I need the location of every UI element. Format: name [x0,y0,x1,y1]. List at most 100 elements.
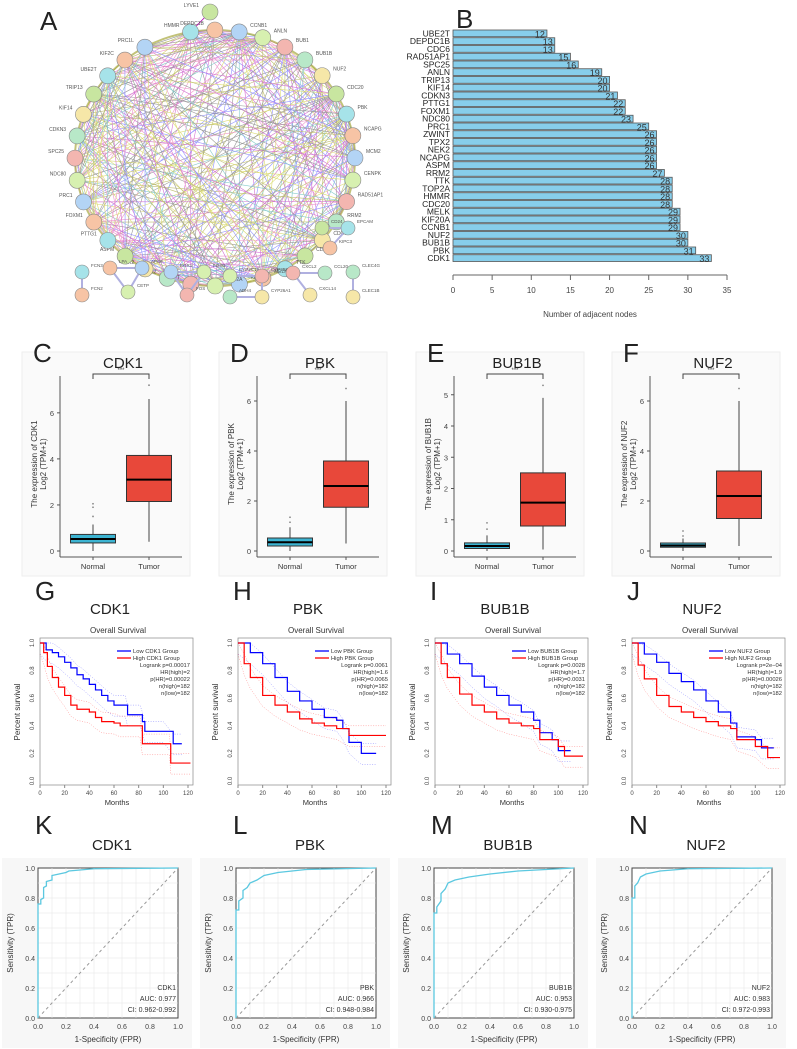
bar-category-label: NDC80 [422,114,450,124]
network-edge [76,135,323,241]
significance-label: *** [314,368,322,374]
node-circle [345,289,361,305]
y-tick-label: 0.2 [622,749,628,758]
network-edge [93,135,353,223]
stat-label: n(high)=182 [751,684,782,690]
network-edge [93,93,323,241]
stat-label: p(HR)=0.00022 [150,677,190,683]
legend-label: High PBK Group [331,656,374,662]
legend-label: Low NUF2 Group [725,649,770,655]
box [520,472,566,527]
network-edge [77,59,305,137]
bar-category-label: DEPDC1B [410,36,450,46]
bar [452,184,673,193]
network-edge [74,157,347,202]
bar [452,52,571,61]
chart-subtitle: Overall Survival [485,626,541,635]
node-label: TTK [296,260,306,266]
network-edge [74,75,108,159]
bar-value-label: 25 [637,122,647,132]
y-tick-label: 0 [247,547,251,556]
network-node: DEPDC1B [180,21,224,39]
survival-curve-low [40,642,182,745]
network-edge [125,255,286,270]
node-label: CLEC1B [362,288,380,293]
node-label: CDK1 [316,247,330,253]
x-tick-label: 0.4 [683,1024,693,1031]
network-edge [83,59,306,203]
survival-plot-bub1b: BUB1B Overall Survival 0.0 0.2 0.4 0.6 0.8 1.0 0… [408,601,589,807]
y-tick-label: 0.0 [30,776,36,785]
roc-annotation: PBK [360,985,374,992]
bar-value-label: 26 [645,138,655,148]
network-edge [107,75,216,287]
chart-title: BUB1B [492,355,541,372]
panel-letter: E [427,338,444,368]
bar-value-label: 20 [598,76,608,86]
node-circle [68,172,86,189]
x-tick-label: 0 [38,791,42,797]
bar-value-label: 16 [566,60,576,70]
node-circle [344,171,362,189]
x-tick-label: 15 [566,286,575,295]
node-label: KIF14 [59,105,73,111]
node-label: CYP2B6 [271,267,289,272]
x-tick-label: 100 [553,791,564,797]
chart-title: NUF2 [682,601,721,618]
y-tick-label: 0.0 [228,776,234,785]
node-circle [85,213,103,231]
network-edge [144,29,215,48]
network-edge [144,179,354,270]
network-edge [124,59,347,202]
confidence-band-upper [434,642,583,747]
survival-plot-cdk1: CDK1 Overall Survival 0.0 0.2 0.4 0.6 0.8 1.0 0 2… [13,601,194,807]
x-tick-label: 20 [259,791,266,797]
network-edge [83,114,306,257]
network-edge [93,93,353,181]
box [323,460,369,508]
y-tick-label: 6 [640,397,644,406]
bar [452,176,673,185]
network-edge [107,93,337,241]
y-axis-label: The expression of NUF2 [620,420,629,507]
y-tick-label: 0.4 [25,956,35,963]
network-edge [107,75,347,115]
roc-annotation: CI: 0.930-0.975 [524,1007,572,1014]
network-edge [107,240,264,279]
y-tick-label: 2 [50,501,54,510]
y-axis-label-units: Log2 (TPM+1) [39,438,48,490]
roc-curve-line [37,867,179,1018]
x-axis-label: 1-Specificity (FPR) [471,1035,538,1044]
network-edge [83,114,240,285]
node-label: UBE2T [81,67,97,73]
node-label: FCN2 [91,286,103,291]
network-edge [93,93,356,159]
panel-letter: D [230,338,249,368]
y-axis-label: Sensitivity (TPR) [402,913,411,973]
x-tick-label: 20 [653,791,660,797]
network-node: BUB1 [276,38,309,56]
network-edge [76,46,286,181]
network-edge [107,47,146,241]
roc-annotation: AUC: 0.983 [734,996,770,1003]
y-tick-label: 0.2 [619,986,629,993]
y-axis-label-units: Log2 (TPM+1) [629,438,638,490]
network-edge [76,37,263,181]
roc-annotation: CI: 0.948-0.984 [326,1007,374,1014]
network-edge [166,29,216,279]
node-circle [99,67,116,85]
y-tick-label: 1.0 [223,866,233,873]
y-tick-label: 0.2 [30,749,36,758]
node-label: CXCL14 [319,286,337,291]
bar [452,68,603,76]
y-tick-label: 0.4 [223,956,233,963]
bar-category-label: KIF20A [422,214,451,224]
node-circle [102,260,118,276]
network-node: HMMR [164,23,199,41]
network-edge [124,59,240,285]
chart-title: PBK [293,601,323,618]
diagonal-reference-line [235,867,377,1019]
outlier-point [289,516,291,519]
node-circle [75,193,92,211]
node-circle [230,23,248,41]
